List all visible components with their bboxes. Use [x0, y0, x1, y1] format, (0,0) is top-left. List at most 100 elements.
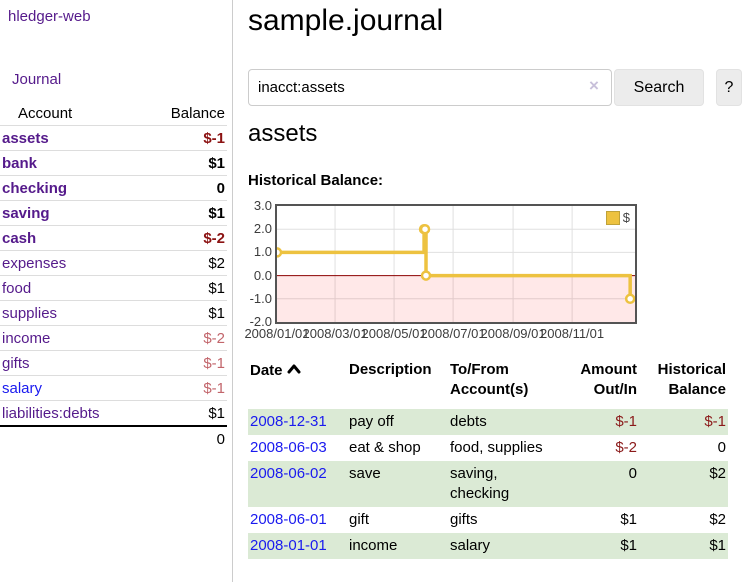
account-row: bank $1 — [0, 150, 227, 176]
transaction-amount: 0 — [628, 465, 637, 482]
account-heading: assets — [248, 120, 318, 147]
account-link-cash[interactable]: cash — [2, 229, 37, 247]
transaction-description: save — [349, 465, 381, 482]
register-col-accounts: To/From Account(s) — [450, 361, 529, 398]
sidebar-item-journal[interactable]: Journal — [12, 71, 62, 88]
account-row: assets $-1 — [0, 125, 227, 151]
register-row: 2008-12-31 pay off debts $-1 $-1 — [248, 409, 728, 435]
account-link-salary[interactable]: salary — [2, 379, 43, 397]
y-axis-tick-label: 1.0 — [253, 244, 272, 260]
account-link-income[interactable]: income — [2, 329, 51, 347]
brand-link[interactable]: hledger-web — [8, 8, 91, 25]
transaction-amount: $-1 — [615, 413, 637, 430]
legend-label: $ — [622, 210, 630, 225]
y-axis-tick-label: -1.0 — [249, 290, 272, 306]
account-row: income $-2 — [0, 325, 227, 351]
transaction-description: gift — [349, 511, 370, 528]
register-row: 2008-06-01 gift gifts $1 $2 — [248, 507, 728, 533]
x-axis-tick-label: 2008/09/01 — [480, 326, 546, 341]
x-axis-tick-label: 2008/07/01 — [420, 326, 486, 341]
account-balance: $1 — [144, 400, 227, 427]
account-link-liabilities-debts[interactable]: liabilities:debts — [2, 404, 100, 422]
account-balance: $-2 — [144, 225, 227, 251]
transaction-date-link[interactable]: 2008-06-03 — [250, 439, 327, 456]
transaction-accounts: food, supplies — [450, 439, 543, 456]
sidebar: hledger-web Journal Account Balance asse… — [0, 0, 233, 582]
accounts-total-row: 0 — [0, 425, 227, 451]
transaction-date-link[interactable]: 2008-06-02 — [250, 465, 327, 482]
y-axis-tick-label: -2.0 — [249, 314, 272, 329]
register-header-row: Date Description To/From Account(s) Amou… — [248, 356, 728, 409]
account-balance: $-2 — [144, 325, 227, 351]
x-axis-tick-label: 2008/01/01 — [244, 326, 310, 341]
transaction-amount: $1 — [620, 511, 637, 528]
transaction-balance: 0 — [717, 439, 726, 456]
account-link-expenses[interactable]: expenses — [2, 254, 67, 272]
account-row: cash $-2 — [0, 225, 227, 251]
account-balance: $2 — [144, 250, 227, 276]
account-row: supplies $1 — [0, 300, 227, 326]
account-row: checking 0 — [0, 175, 227, 201]
sort-ascending-icon — [287, 360, 301, 380]
transaction-balance: $1 — [709, 537, 726, 554]
search-form: × Search ? — [248, 69, 742, 106]
account-balance: $-1 — [144, 125, 227, 151]
transaction-description: pay off — [349, 413, 394, 430]
transaction-accounts: saving, checking — [450, 465, 510, 502]
account-balance: $1 — [144, 200, 227, 226]
register-row: 2008-06-02 save saving, checking 0 $2 — [248, 461, 728, 507]
x-axis-tick-label: 2008/11/01 — [540, 326, 605, 341]
chart-title: Historical Balance: — [248, 172, 384, 189]
page-title: sample.journal — [248, 4, 444, 37]
account-link-food[interactable]: food — [2, 279, 32, 297]
transaction-date-link[interactable]: 2008-12-31 — [250, 413, 327, 430]
y-axis-tick-label: 3.0 — [253, 198, 272, 213]
clear-search-icon[interactable]: × — [589, 76, 599, 95]
account-balance: $-1 — [144, 375, 227, 401]
search-input[interactable] — [248, 69, 612, 106]
transaction-accounts: gifts — [450, 511, 478, 528]
register-col-amount: Amount Out/In — [580, 361, 637, 398]
transaction-amount: $1 — [620, 537, 637, 554]
accounts-header-row: Account Balance — [0, 101, 227, 126]
account-row: salary $-1 — [0, 375, 227, 401]
accounts-total: 0 — [144, 425, 227, 451]
transaction-description: eat & shop — [349, 439, 421, 456]
account-balance: 0 — [144, 175, 227, 201]
x-axis-tick-label: 2008/05/01 — [361, 326, 427, 341]
search-button[interactable]: Search — [614, 69, 704, 106]
account-link-checking[interactable]: checking — [2, 179, 68, 197]
account-link-saving[interactable]: saving — [2, 204, 50, 222]
account-balance: $1 — [144, 275, 227, 301]
account-row: liabilities:debts $1 — [0, 400, 227, 427]
account-balance: $-1 — [144, 350, 227, 376]
account-link-bank[interactable]: bank — [2, 154, 38, 172]
y-axis-tick-label: 0.0 — [253, 267, 272, 283]
transaction-amount: $-2 — [615, 439, 637, 456]
account-balance: $1 — [144, 150, 227, 176]
account-row: gifts $-1 — [0, 350, 227, 376]
register-col-date[interactable]: Date — [248, 356, 347, 409]
balance-chart: $ 3.0 2.0 1.0 0.0 -1.0 -2.0 2008/01/01 2008/03/… — [244, 198, 742, 356]
transaction-balance: $-1 — [704, 413, 726, 430]
register-col-balance: Historical Balance — [657, 361, 726, 398]
account-row: food $1 — [0, 275, 227, 301]
transaction-accounts: salary — [450, 537, 491, 554]
transaction-balance: $2 — [709, 465, 726, 482]
account-link-assets[interactable]: assets — [2, 129, 49, 147]
transaction-balance: $2 — [709, 511, 726, 528]
chart-plot-area: $ — [275, 204, 637, 324]
account-link-gifts[interactable]: gifts — [2, 354, 30, 372]
transaction-description: income — [349, 537, 398, 554]
transaction-date-link[interactable]: 2008-06-01 — [250, 511, 327, 528]
help-button[interactable]: ? — [716, 69, 742, 106]
legend-swatch-icon — [605, 210, 620, 225]
accounts-table: Account Balance assets $-1 bank $1 check… — [0, 101, 227, 451]
account-link-supplies[interactable]: supplies — [2, 304, 58, 322]
main-content: sample.journal × Search ? assets Histori… — [244, 0, 742, 582]
register-col-description: Description — [349, 361, 432, 378]
x-axis-tick-label: 2008/03/01 — [302, 326, 368, 341]
accounts-col-balance: Balance — [144, 101, 227, 126]
transaction-date-link[interactable]: 2008-01-01 — [250, 537, 327, 554]
